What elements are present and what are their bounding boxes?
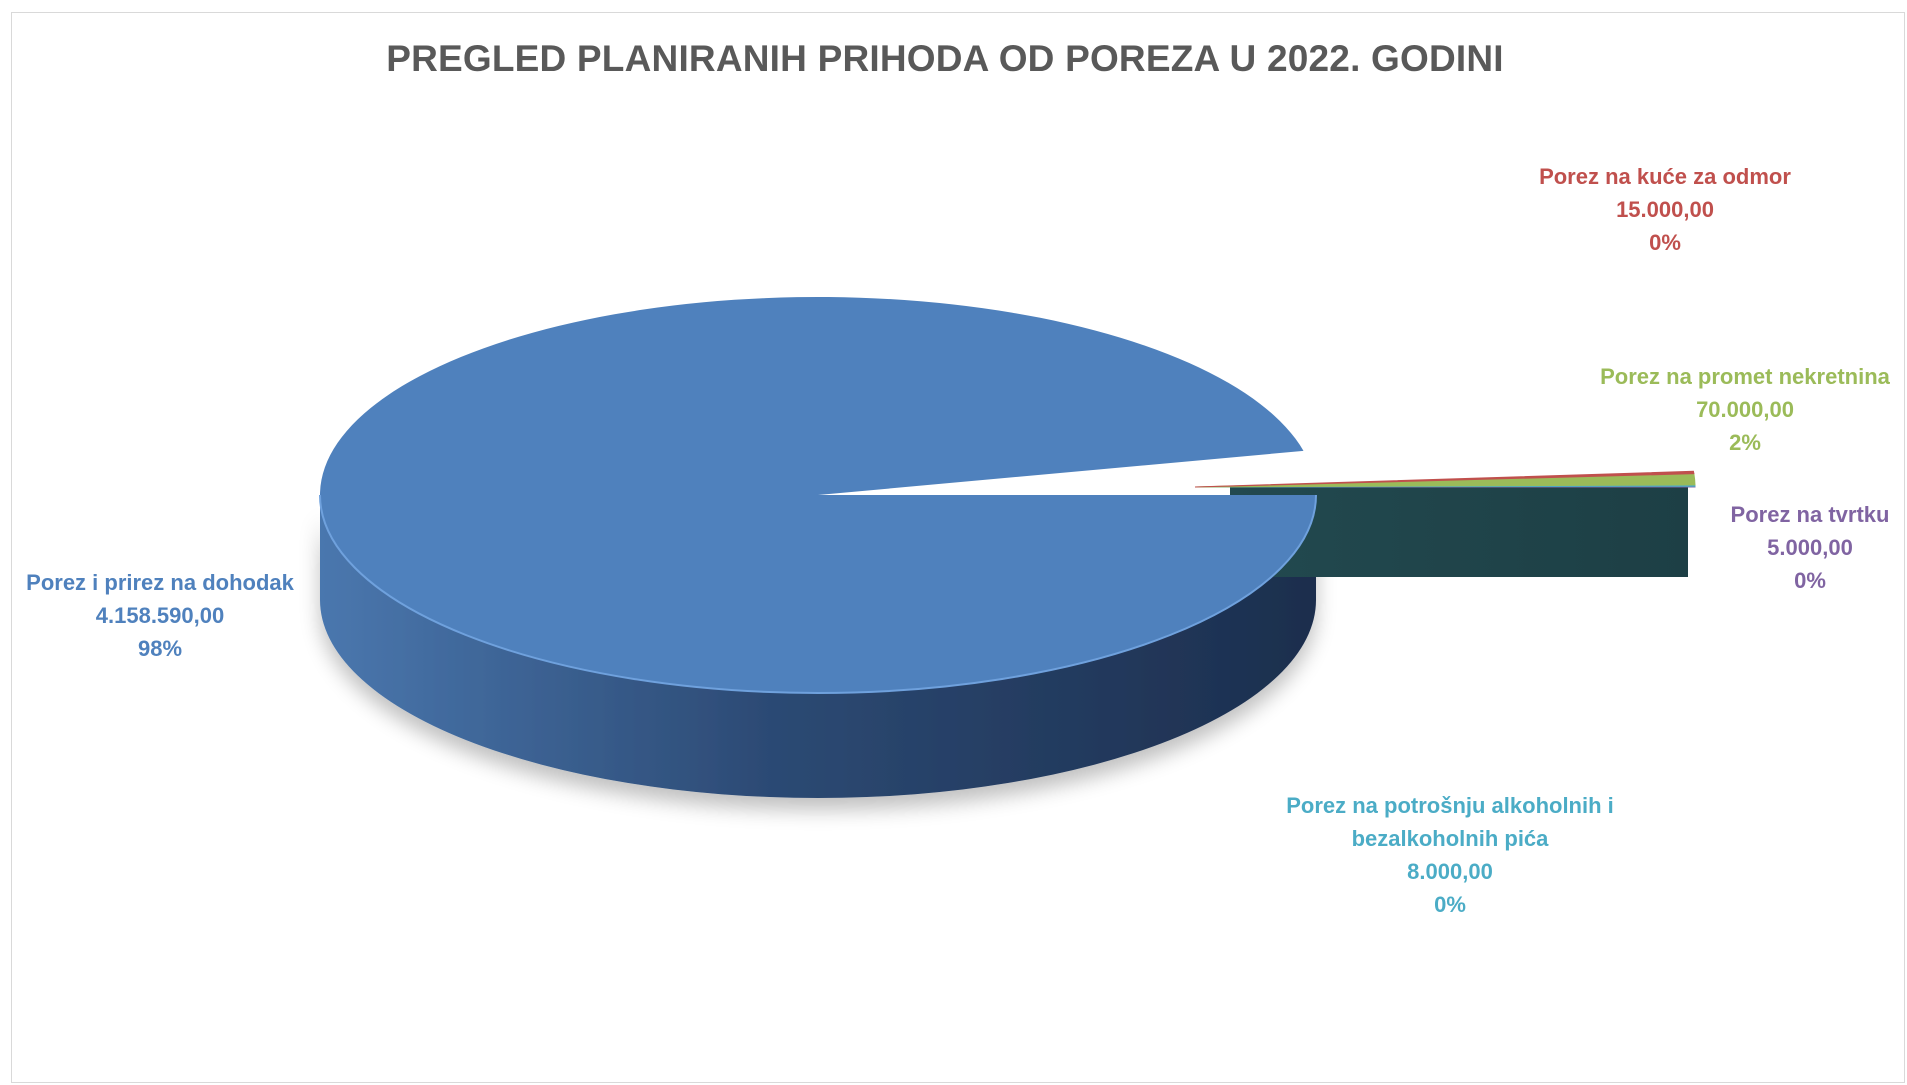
slice-value: 4.158.590,00 — [95, 603, 225, 628]
slice-value: 15.000,00 — [1616, 197, 1714, 222]
label-porez-na-tvrtku: Porez na tvrtku 5.000,00 0% — [1700, 498, 1907, 597]
slice-name: Porez na tvrtku — [1730, 502, 1890, 527]
slice-name: Porez na kuće za odmor — [1539, 164, 1791, 189]
slice-percent: 0% — [1794, 568, 1826, 593]
chart-title: PREGLED PLANIRANIH PRIHODA OD POREZA U 2… — [386, 38, 1504, 79]
slice-name: Porez i prirez na dohodak — [26, 570, 294, 595]
label-porez-na-dohodak: Porez i prirez na dohodak 4.158.590,00 9… — [20, 566, 300, 665]
slice-rim — [319, 494, 1317, 694]
slice-name-line-1: Porez na potrošnju alkoholnih i — [1286, 793, 1614, 818]
label-potrosnja-pica: Porez na potrošnju alkoholnih i bezalkoh… — [1240, 789, 1660, 921]
slice-side-small-slices — [1230, 487, 1688, 577]
slice-value: 5.000,00 — [1767, 535, 1853, 560]
slice-value: 70.000,00 — [1696, 397, 1794, 422]
slice-percent: 0% — [1649, 230, 1681, 255]
slice-percent: 2% — [1729, 430, 1761, 455]
slice-percent: 0% — [1434, 892, 1466, 917]
slice-percent: 98% — [137, 636, 183, 661]
slice-name-line-2: bezalkoholnih pića — [1351, 826, 1549, 851]
label-promet-nekretnina: Porez na promet nekretnina 70.000,00 2% — [1580, 360, 1907, 459]
slice-porez-na-ku-e-za-odmor — [1194, 470, 1695, 488]
slice-name: Porez na promet nekretnina — [1600, 364, 1890, 389]
slice-side-porez-na-dohodak — [320, 495, 1316, 798]
label-kuce-za-odmor: Porez na kuće za odmor 15.000,00 0% — [1500, 160, 1830, 259]
slice-porez-na-dohodak — [319, 297, 1316, 693]
slice-value: 8.000,00 — [1407, 859, 1493, 884]
